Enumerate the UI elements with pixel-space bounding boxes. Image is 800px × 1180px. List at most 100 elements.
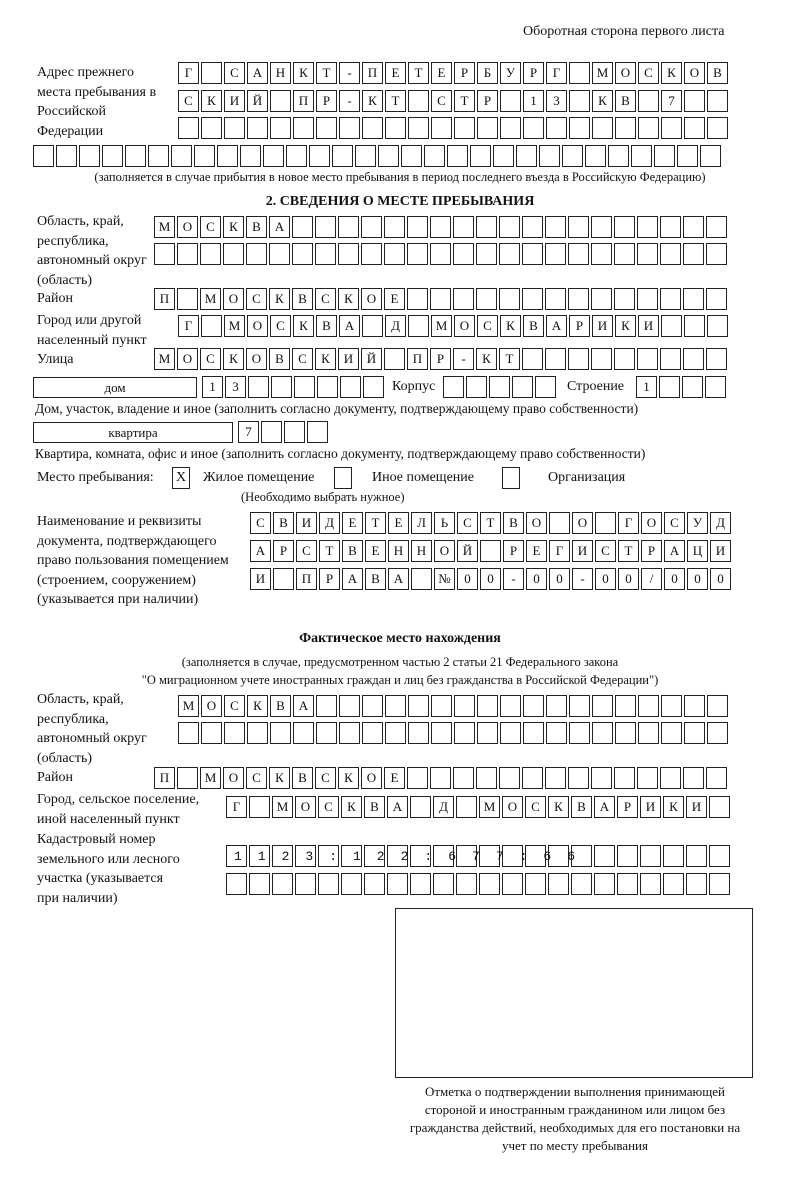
char-cell[interactable]: С: [477, 315, 498, 337]
char-cell[interactable]: [522, 348, 543, 370]
char-cell[interactable]: [272, 845, 293, 867]
char-cell[interactable]: О: [246, 348, 267, 370]
char-cell[interactable]: [545, 243, 566, 265]
char-cell[interactable]: [707, 722, 728, 744]
korpus-field[interactable]: [443, 376, 558, 398]
char-cell[interactable]: И: [572, 540, 593, 562]
char-cell[interactable]: Е: [431, 62, 452, 84]
char-cell[interactable]: [318, 873, 339, 895]
char-cell[interactable]: [706, 767, 727, 789]
char-cell[interactable]: О: [177, 348, 198, 370]
char-cell[interactable]: [545, 288, 566, 310]
char-cell[interactable]: [476, 288, 497, 310]
char-cell[interactable]: С: [200, 216, 221, 238]
char-cell[interactable]: У: [687, 512, 708, 534]
apartment-type-field[interactable]: квартира: [33, 422, 233, 443]
char-cell[interactable]: С: [178, 90, 199, 112]
char-cell[interactable]: [489, 376, 510, 398]
char-cell[interactable]: С: [318, 796, 339, 818]
char-cell[interactable]: [476, 216, 497, 238]
option-residential-checkbox[interactable]: X: [172, 467, 190, 489]
char-cell[interactable]: [480, 540, 501, 562]
char-cell[interactable]: [546, 117, 567, 139]
char-cell[interactable]: [177, 243, 198, 265]
char-cell[interactable]: [614, 216, 635, 238]
char-cell[interactable]: [240, 145, 261, 167]
char-cell[interactable]: И: [296, 512, 317, 534]
char-cell[interactable]: [686, 873, 707, 895]
char-cell[interactable]: [270, 117, 291, 139]
char-cell[interactable]: С: [595, 540, 616, 562]
char-cell[interactable]: [637, 767, 658, 789]
char-cell[interactable]: Г: [178, 315, 199, 337]
char-cell[interactable]: [387, 873, 408, 895]
char-cell[interactable]: А: [388, 568, 409, 590]
char-cell[interactable]: [408, 695, 429, 717]
char-cell[interactable]: [316, 695, 337, 717]
char-cell[interactable]: [385, 695, 406, 717]
char-cell[interactable]: [476, 767, 497, 789]
char-cell[interactable]: [500, 722, 521, 744]
char-cell[interactable]: [292, 216, 313, 238]
char-cell[interactable]: [637, 348, 658, 370]
char-cell[interactable]: С: [431, 90, 452, 112]
char-cell[interactable]: [546, 722, 567, 744]
char-cell[interactable]: 0: [664, 568, 685, 590]
char-cell[interactable]: [545, 767, 566, 789]
char-cell[interactable]: [569, 117, 590, 139]
char-cell[interactable]: 1: [523, 90, 544, 112]
char-cell[interactable]: [499, 767, 520, 789]
char-cell[interactable]: [499, 288, 520, 310]
char-cell[interactable]: А: [247, 62, 268, 84]
char-cell[interactable]: [246, 243, 267, 265]
char-cell[interactable]: С: [270, 315, 291, 337]
char-cell[interactable]: [410, 845, 431, 867]
char-cell[interactable]: М: [200, 288, 221, 310]
char-cell[interactable]: С: [315, 767, 336, 789]
char-cell[interactable]: [706, 288, 727, 310]
char-cell[interactable]: [224, 117, 245, 139]
char-cell[interactable]: [585, 145, 606, 167]
char-cell[interactable]: [548, 845, 569, 867]
char-cell[interactable]: [431, 695, 452, 717]
char-cell[interactable]: Т: [365, 512, 386, 534]
char-cell[interactable]: С: [224, 62, 245, 84]
char-cell[interactable]: [292, 243, 313, 265]
char-cell[interactable]: К: [500, 315, 521, 337]
char-cell[interactable]: [614, 288, 635, 310]
char-cell[interactable]: [523, 695, 544, 717]
char-cell[interactable]: [562, 145, 583, 167]
char-cell[interactable]: [332, 145, 353, 167]
char-cell[interactable]: [686, 845, 707, 867]
char-cell[interactable]: Н: [388, 540, 409, 562]
char-cell[interactable]: 7: [238, 421, 259, 443]
char-cell[interactable]: Й: [247, 90, 268, 112]
char-cell[interactable]: [548, 873, 569, 895]
char-cell[interactable]: И: [224, 90, 245, 112]
region-row-2[interactable]: [154, 243, 729, 265]
char-cell[interactable]: [479, 845, 500, 867]
char-cell[interactable]: [338, 216, 359, 238]
char-cell[interactable]: [361, 216, 382, 238]
char-cell[interactable]: [223, 243, 244, 265]
char-cell[interactable]: [595, 512, 616, 534]
char-cell[interactable]: К: [293, 62, 314, 84]
char-cell[interactable]: Р: [569, 315, 590, 337]
char-cell[interactable]: [638, 695, 659, 717]
char-cell[interactable]: [663, 873, 684, 895]
char-cell[interactable]: О: [641, 512, 662, 534]
char-cell[interactable]: Т: [408, 62, 429, 84]
char-cell[interactable]: [522, 767, 543, 789]
char-cell[interactable]: [79, 145, 100, 167]
char-cell[interactable]: [476, 243, 497, 265]
char-cell[interactable]: К: [315, 348, 336, 370]
char-cell[interactable]: Е: [385, 62, 406, 84]
char-cell[interactable]: В: [292, 767, 313, 789]
char-cell[interactable]: [454, 117, 475, 139]
char-cell[interactable]: [102, 145, 123, 167]
char-cell[interactable]: [614, 348, 635, 370]
char-cell[interactable]: [249, 796, 270, 818]
char-cell[interactable]: [568, 243, 589, 265]
char-cell[interactable]: [500, 90, 521, 112]
